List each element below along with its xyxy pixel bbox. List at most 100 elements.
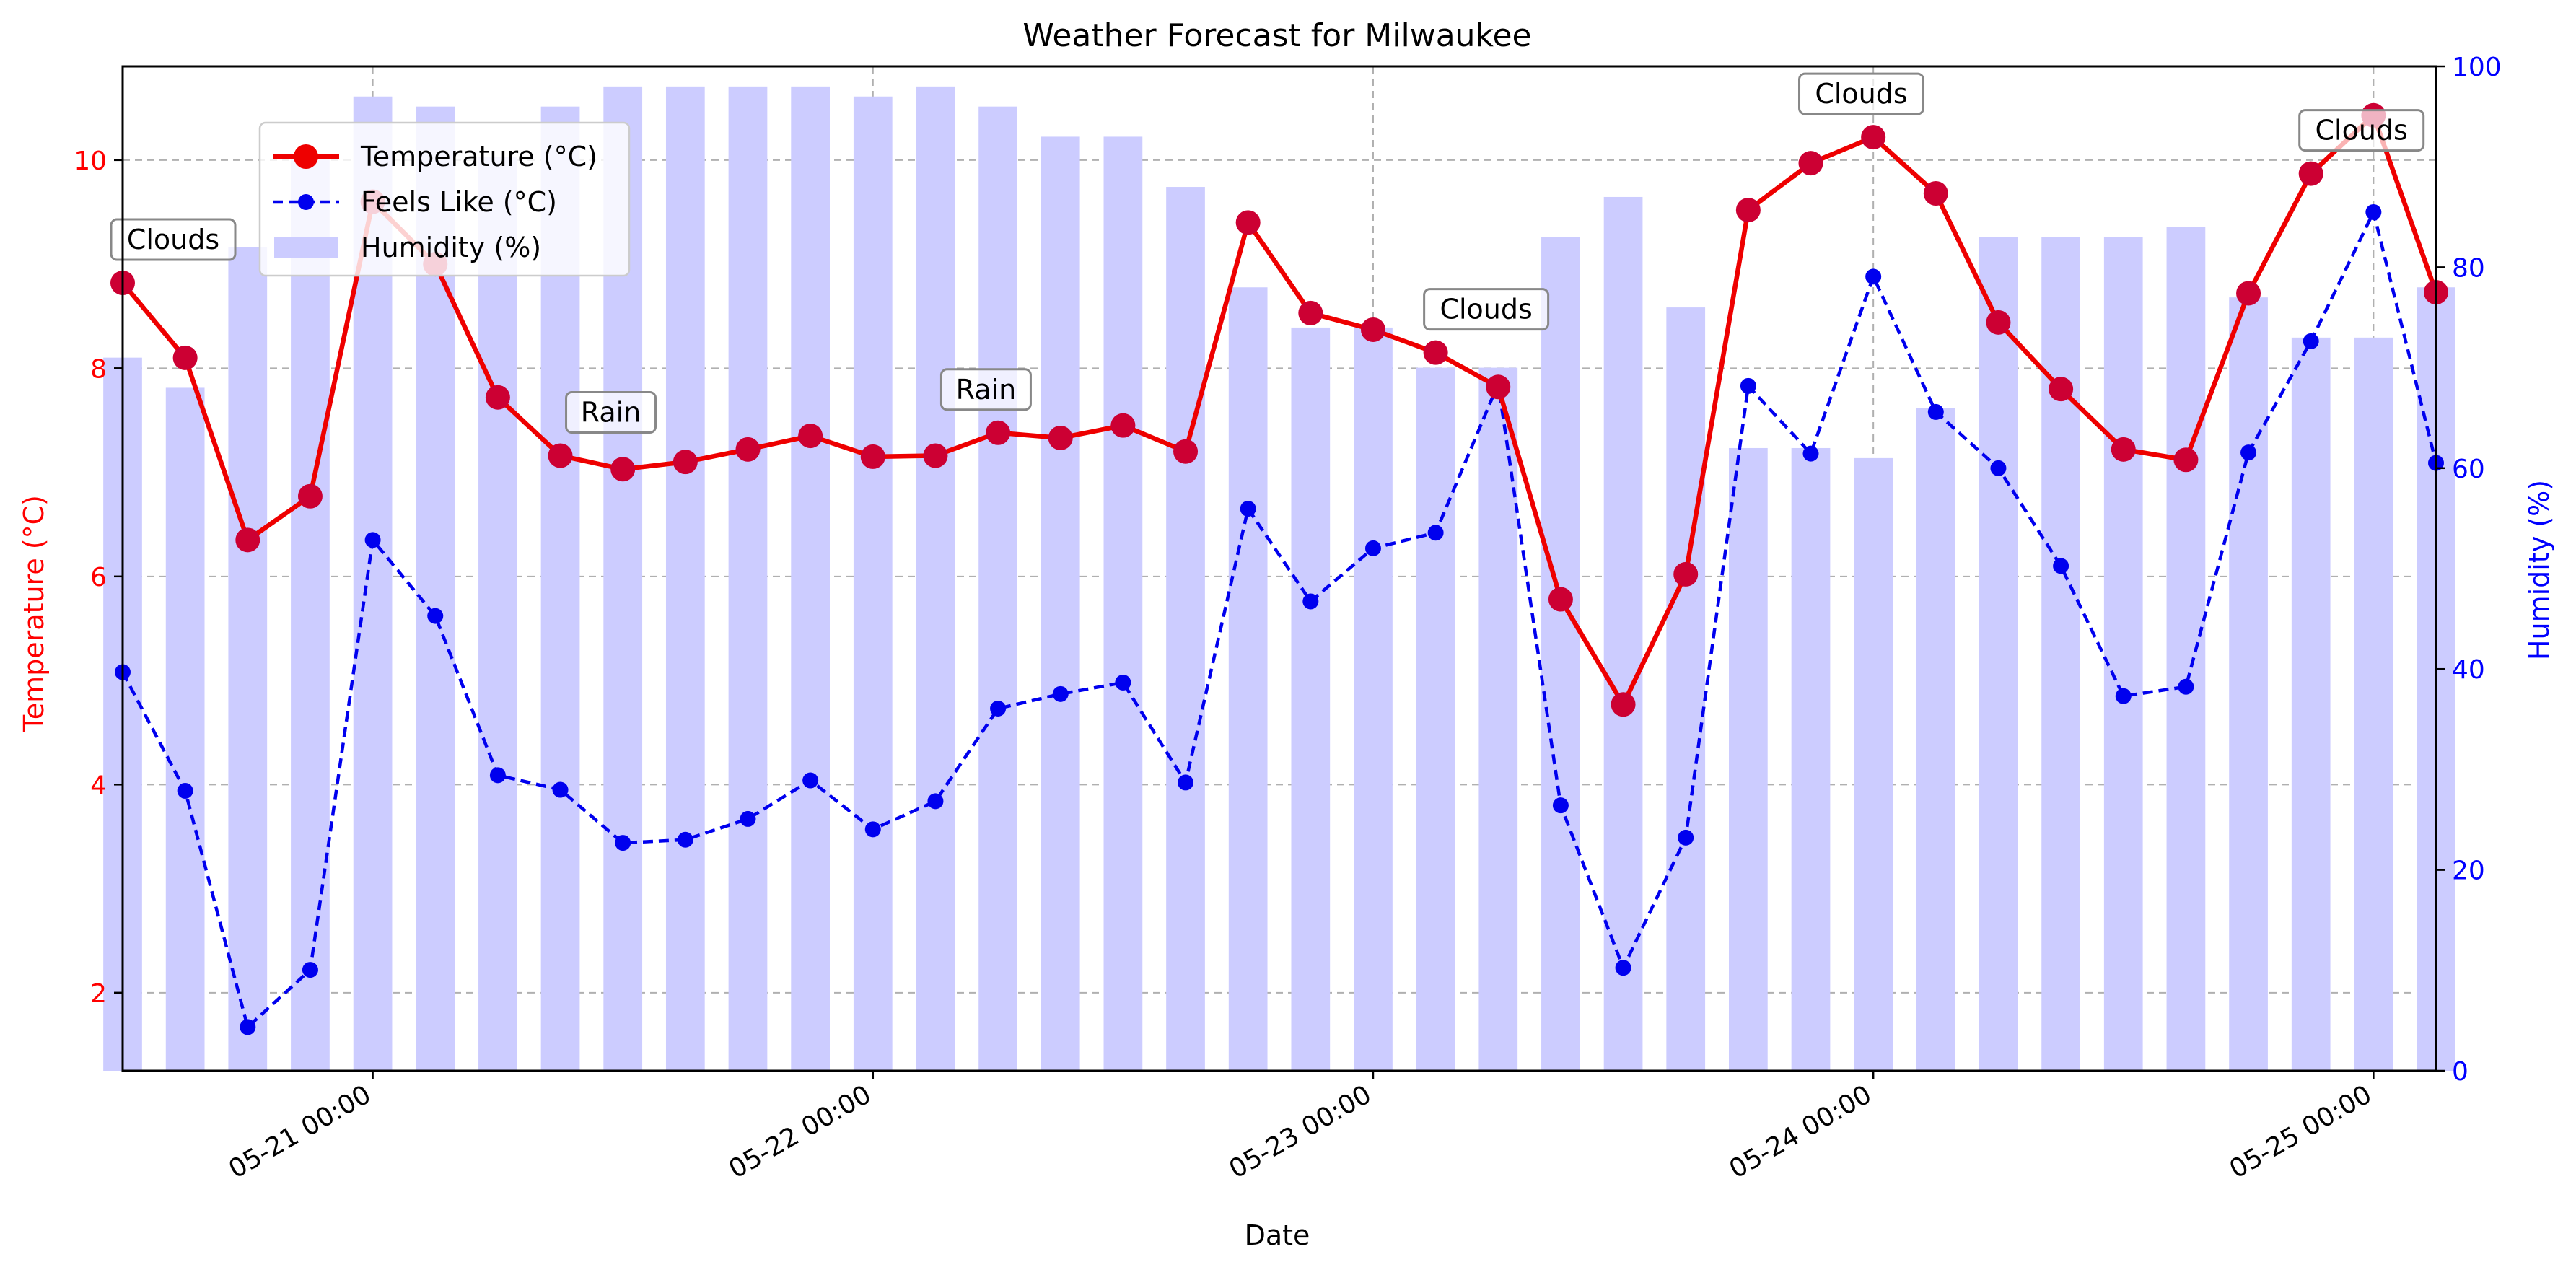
annotation-label-4: Clouds <box>1815 78 1907 110</box>
humidity-bar-26 <box>1729 447 1768 1071</box>
annotation-label-2: Rain <box>956 374 1017 406</box>
humidity-bar-3 <box>291 157 330 1071</box>
annotation-box-5 <box>2298 109 2425 152</box>
legend-humidity-label: Humidity (%) <box>361 232 541 263</box>
legend-temperature-label: Temperature (°C) <box>360 141 597 172</box>
feels-like-point-9 <box>677 831 693 848</box>
humidity-bar-17 <box>1166 187 1205 1071</box>
humidity-bar-23 <box>1541 237 1580 1071</box>
temperature-point-26 <box>1735 198 1761 223</box>
feels-like-point-19 <box>1302 593 1319 610</box>
feels-like-point-30 <box>1990 460 2007 476</box>
humidity-bar-27 <box>1791 447 1831 1071</box>
temperature-point-23 <box>1548 587 1573 612</box>
y-left-tick-label-1: 4 <box>90 771 107 800</box>
temperature-point-14 <box>986 420 1011 445</box>
humidity-bar-19 <box>1291 327 1331 1071</box>
y-right-tick-label-4: 80 <box>2452 253 2485 283</box>
feels-like-point-1 <box>177 782 193 799</box>
humidity-bar-24 <box>1603 196 1643 1072</box>
humidity-bar-32 <box>2103 237 2143 1071</box>
temperature-point-31 <box>2049 377 2074 402</box>
feels-like-point-2 <box>240 1019 256 1035</box>
humidity-bar-14 <box>978 106 1017 1072</box>
feels-like-point-21 <box>1427 525 1444 541</box>
humidity-bar-21 <box>1416 367 1455 1072</box>
feels-like-point-36 <box>2365 203 2382 220</box>
y-right-tick-label-1: 20 <box>2452 856 2485 886</box>
annotation-label-5: Clouds <box>2316 115 2408 146</box>
humidity-bar-35 <box>2291 337 2331 1072</box>
feels-like-point-8 <box>615 835 631 851</box>
temperature-point-3 <box>297 483 323 509</box>
legend-humidity-swatch <box>274 237 338 258</box>
temperature-point-22 <box>1486 374 1511 400</box>
temperature-point-21 <box>1423 340 1448 365</box>
temperature-point-11 <box>798 424 823 449</box>
humidity-bar-13 <box>916 86 955 1072</box>
feels-like-point-20 <box>1364 540 1381 556</box>
humidity-bar-6 <box>478 157 517 1071</box>
legend-temperature-marker <box>294 144 318 169</box>
temperature-point-19 <box>1298 300 1323 325</box>
temperature-point-1 <box>172 345 198 370</box>
humidity-bar-30 <box>1979 237 2018 1071</box>
feels-like-series <box>115 203 2444 1035</box>
temperature-point-20 <box>1360 317 1385 342</box>
feels-like-point-7 <box>552 781 569 798</box>
feels-like-point-16 <box>1115 674 1131 691</box>
humidity-bar-16 <box>1103 136 1143 1072</box>
feels-like-point-35 <box>2303 333 2319 349</box>
feels-like-point-33 <box>2178 678 2194 695</box>
humidity-bar-28 <box>1854 457 1893 1071</box>
y-right-tick-label-5: 100 <box>2452 53 2502 82</box>
feels-like-point-28 <box>1865 268 1882 285</box>
legend-feels-like-label: Feels Like (°C) <box>361 186 557 218</box>
chart-title: Weather Forecast for Milwaukee <box>1022 17 1531 54</box>
y-left-tick-label-4: 10 <box>74 146 107 176</box>
humidity-bar-22 <box>1478 367 1518 1072</box>
feels-like-point-12 <box>864 821 881 838</box>
temperature-point-30 <box>1986 310 2011 335</box>
feels-like-point-34 <box>2240 444 2257 461</box>
feels-like-point-14 <box>990 701 1007 717</box>
x-tick-label-0: 05-21 00:00 <box>224 1079 376 1184</box>
feels-like-point-5 <box>427 608 444 624</box>
annotation-label-1: Rain <box>581 396 641 428</box>
temperature-point-7 <box>548 443 573 468</box>
feels-like-point-18 <box>1240 501 1256 517</box>
feels-like-point-3 <box>302 962 318 978</box>
y-axis-label-right: Humidity (%) <box>2523 480 2555 660</box>
y-right-tick-label-0: 0 <box>2452 1057 2468 1087</box>
humidity-bar-10 <box>728 86 768 1072</box>
humidity-bar-11 <box>791 86 830 1072</box>
humidity-bar-31 <box>2041 237 2080 1071</box>
humidity-bar-33 <box>2166 227 2206 1072</box>
humidity-bar-25 <box>1666 307 1706 1072</box>
plot-border <box>121 65 2437 1072</box>
legend: Temperature (°C) Feels Like (°C) Humidity … <box>258 121 631 277</box>
humidity-bar-29 <box>1916 408 1955 1071</box>
temperature-point-12 <box>860 444 885 469</box>
annotation-box-3 <box>1423 288 1550 331</box>
temperature-point-17 <box>1173 439 1199 464</box>
temperature-point-27 <box>1798 151 1823 176</box>
y-right-tick-label-2: 40 <box>2452 655 2485 685</box>
temperature-point-13 <box>923 443 948 468</box>
humidity-bar-12 <box>853 96 893 1071</box>
y-left-tick-label-0: 2 <box>90 979 107 1009</box>
humidity-bar-15 <box>1041 136 1080 1072</box>
humidity-bar-36 <box>2354 337 2393 1072</box>
temperature-point-18 <box>1235 210 1261 235</box>
legend-feels-like-marker <box>298 194 314 210</box>
feels-like-point-29 <box>1927 403 1944 420</box>
feels-like-point-17 <box>1178 774 1194 791</box>
feels-like-point-6 <box>489 767 506 784</box>
x-tick-label-3: 05-24 00:00 <box>1725 1079 1877 1184</box>
temperature-point-33 <box>2173 447 2199 473</box>
annotation-box-4 <box>1798 72 1925 115</box>
y-right-tick-label-3: 60 <box>2452 455 2485 484</box>
x-tick-label-2: 05-23 00:00 <box>1225 1079 1377 1184</box>
annotation-label-0: Clouds <box>127 224 219 255</box>
feels-like-point-10 <box>740 810 756 827</box>
